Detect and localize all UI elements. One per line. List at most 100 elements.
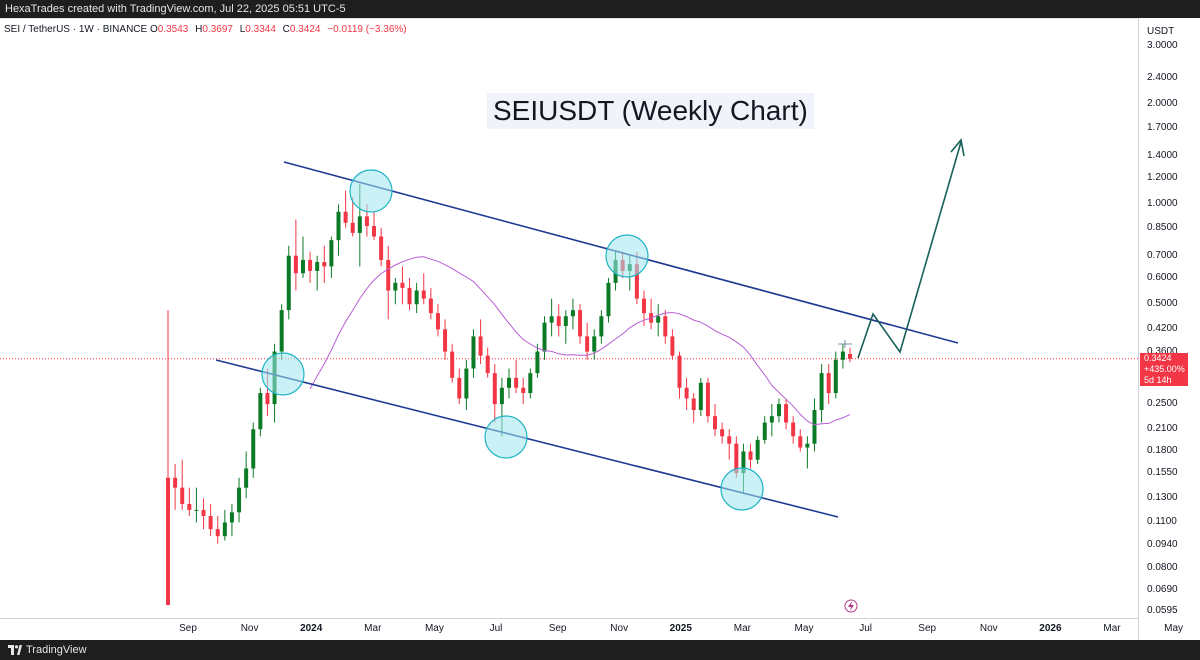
price-tick-label: 0.0690 [1147,583,1178,595]
candle-body [528,373,533,394]
candle-body [343,211,348,223]
time-tick-label: Mar [364,623,382,634]
candle-body [180,487,185,505]
candle-body [201,509,206,517]
candle-body [535,351,540,374]
candle-body [542,322,547,352]
candle-body [315,262,320,271]
price-tick-label: 1.7000 [1147,121,1178,133]
candle-body [499,387,504,405]
time-axis[interactable]: Sep Nov 2024 Mar May Jul Sep Nov 2025 Mar May Jul Se… [0,618,1183,641]
candle-body [840,351,845,360]
time-tick-label: Mar [733,623,752,634]
candle-body [485,355,490,374]
current-price: 0.3424 [1144,353,1172,363]
close-label: C [282,24,290,35]
candle-body [776,404,781,417]
candle-body [798,436,803,448]
candle-body [222,522,227,537]
time-tick-label: Mar [1103,623,1121,634]
candle-body [698,382,703,411]
price-tick-label: 0.2500 [1147,398,1178,410]
candle-body [229,512,234,523]
candle-body [244,468,249,488]
candle-body [727,436,732,444]
candle-body [507,377,511,388]
candle-body [492,373,497,405]
price-unit: USDT [1147,26,1175,37]
candle-body [379,236,384,260]
candle-body [556,316,561,326]
candle-body [258,393,263,430]
candle-body [748,451,753,460]
candle-body [372,226,377,237]
candle-body [677,355,682,388]
chart-canvas[interactable] [0,0,1138,640]
candle-body [805,443,810,448]
time-tick-label: Jul [489,623,503,634]
candle-body [741,451,746,474]
open-value: 0.3543 [157,24,189,35]
candle-body [734,443,739,474]
candle-body [443,329,448,352]
candle-body [784,404,789,423]
candle-body [826,373,831,394]
candle-body [187,504,192,510]
price-tick-label: 2.4000 [1147,72,1178,84]
candle-body [549,316,554,323]
candle-body [386,259,391,291]
close-value: 0.3424 [289,24,321,35]
price-tick-label: 0.1550 [1147,467,1178,478]
top-attribution-bar: HexaTrades created with TradingView.com,… [0,0,1200,18]
time-tick-label: 2025 [669,623,692,634]
price-tick-label: 0.6000 [1147,271,1178,283]
time-tick-label: Jul [859,623,872,634]
candle-body [237,487,242,513]
price-tick-label: 1.0000 [1147,198,1178,210]
candle-body [762,422,767,440]
touch-point-circle [261,352,305,396]
candle-body [464,368,469,399]
candle-body [336,211,341,241]
price-tick-label: 1.2000 [1147,172,1178,184]
candle-body [713,416,718,430]
candle-body [641,298,646,314]
candle-body [428,298,433,314]
high-value: 0.3697 [202,24,233,35]
candle-body [585,336,590,352]
time-tick-label: Nov [979,623,998,634]
projection-arrowhead [950,138,965,157]
candle-body [656,316,661,323]
tradingview-logo-icon [8,645,22,655]
candle-body [279,310,284,352]
candle-body [705,382,710,417]
event-lightning-icon [844,599,858,613]
change-value: −0.0119 (−3.36%) [327,24,407,35]
brand-name: TradingView [26,644,87,656]
candle-body [848,353,852,359]
price-tick-label: 0.0940 [1147,539,1178,551]
candle-body [684,387,689,399]
candle-body [670,336,675,356]
time-tick-label: Nov [240,623,259,634]
moving-average-line [309,256,851,426]
chart-pane[interactable] [0,18,1138,641]
price-tick-label: 0.3600 [1147,345,1178,357]
candle-body [691,398,696,411]
price-tick-label: 0.5000 [1147,298,1178,310]
price-axis[interactable]: USDT 3.0000 2.4000 2.0000 1.7000 1.4000 1.200… [1138,18,1200,640]
price-tick-label: 0.7000 [1147,249,1178,261]
candle-body [215,529,220,537]
time-tick-label: Sep [918,623,937,634]
candle-body [293,255,298,274]
candle-body [286,255,291,311]
candle-body [194,509,199,511]
chart-title: SEIUSDT (Weekly Chart) [487,93,814,129]
time-tick-label: Sep [548,623,567,634]
current-price-tag: 0.3424 +435.00% 5d 14h [1140,353,1188,386]
event-lightning-icon [848,601,854,611]
touch-point-circle [720,467,764,511]
price-tick-label: 2.0000 [1147,98,1178,110]
candle-body [755,439,760,460]
symbol-legend: SEI / TetherUS · 1W · BINANCE O0.3543 H0… [4,24,411,35]
